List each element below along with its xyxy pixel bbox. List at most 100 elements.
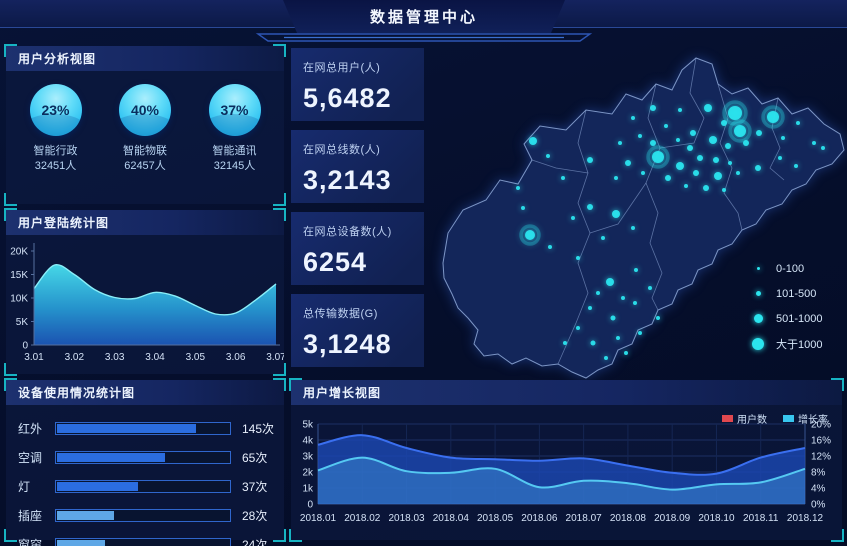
svg-text:0: 0 [307,500,313,511]
map-legend-label: 大于1000 [776,338,823,351]
gauge-label: 智能行政 [33,145,78,157]
growth-rate-series [317,456,806,504]
panel-login-stats: 用户登陆统计图 0 5K 10K 15K 20K 3.01 3.02 3.03 3.04 3.05… [4,208,286,376]
panel-user-analysis: 用户分析视图 23% 智能行政 32451人 40% 智能物联 62457人 [4,44,286,206]
svg-text:2018.10: 2018.10 [698,513,735,524]
stat-value: 3,1248 [303,329,392,359]
device-row: 窗帘 24次 [18,534,276,546]
svg-text:2018.04: 2018.04 [433,513,470,524]
stat-value: 5,6482 [303,83,392,113]
percent-circle: 23% [29,84,82,136]
bubble-size-dot [755,291,761,296]
login-series [33,263,277,345]
device-label: 红外 [18,421,43,436]
device-bar-track [55,450,231,464]
legend-item-users[interactable]: 用户数 [722,411,767,426]
svg-text:2018.12: 2018.12 [787,513,824,524]
panel-title: 用户增长视图 [303,386,382,400]
growth-area-chart: 0 1k 2k 3k 4k 5k 0% 4% 8% 12% 16% 20% 2018.01 2018.02… [300,420,831,525]
svg-text:3k: 3k [302,452,314,463]
legend-label: 用户数 [737,415,767,426]
device-value: 65次 [242,450,268,465]
svg-text:5K: 5K [16,317,29,328]
device-value: 37次 [242,479,268,494]
map-legend-row: 大于1000 [750,331,823,356]
header-deco-lines [255,33,593,42]
gauge-label: 智能通讯 [212,145,257,157]
svg-text:4%: 4% [811,484,826,495]
svg-text:2018.06: 2018.06 [521,513,558,524]
panel-device-header: 设备使用情况统计图 [6,380,284,405]
users-series [317,434,806,504]
page-title-block: 数据管理中心 [283,0,565,33]
stat-card-total-devices: 在网总设备数(人) 6254 [291,212,424,285]
gauge-count: 62457人 [124,160,166,172]
stat-card-total-data: 总传输数据(G) 3,1248 [291,294,424,367]
device-bar-track [55,508,231,522]
svg-text:3.06: 3.06 [226,352,246,363]
panel-title: 用户分析视图 [18,52,97,66]
svg-text:2018.08: 2018.08 [610,513,647,524]
svg-text:12%: 12% [811,452,831,463]
map-legend-label: 0-100 [776,262,805,275]
panel-user-growth: 用户增长视图 用户数 增长率 0 1k 2k 3k 4k 5k 0% 4% 8% 12% 16% 20… [289,378,844,542]
svg-text:2018.02: 2018.02 [344,513,381,524]
map-legend-row: 101-500 [750,281,823,306]
stat-card-total-users: 在网总用户(人) 5,6482 [291,48,424,121]
svg-text:15K: 15K [10,270,28,281]
map-legend: 0-100 101-500 501-1000 大于1000 [750,256,823,356]
svg-text:3.01: 3.01 [24,352,44,363]
device-row: 空调 65次 [18,447,276,467]
percent-value: 37% [220,102,249,118]
svg-text:3.02: 3.02 [65,352,85,363]
gauge-item: 23% 智能行政 32451人 [16,84,96,174]
panel-user-analysis-header: 用户分析视图 [6,46,284,71]
device-row: 插座 28次 [18,505,276,525]
users-swatch [722,415,733,422]
svg-text:0%: 0% [811,500,826,511]
gauge-item: 40% 智能物联 62457人 [105,84,185,174]
svg-text:10K: 10K [10,294,28,305]
panel-login-header: 用户登陆统计图 [6,210,284,235]
device-label: 窗帘 [18,537,43,546]
gauge-count: 32451人 [34,160,77,172]
bubble-size-dot [756,267,760,270]
gauge-row: 23% 智能行政 32451人 40% 智能物联 62457人 37% [6,71,284,174]
stat-label: 在网总线数(人) [303,144,381,156]
svg-text:20K: 20K [10,247,28,258]
device-label: 灯 [18,479,31,494]
bubble-size-dot [752,337,764,350]
legend-item-growth-rate[interactable]: 增长率 [783,411,828,426]
device-bar-fill [57,510,114,520]
svg-text:4k: 4k [302,436,314,447]
stat-value: 3,2143 [303,165,392,195]
svg-text:16%: 16% [811,436,831,447]
svg-text:3.03: 3.03 [105,352,125,363]
device-bar-track [55,421,231,435]
page-title: 数据管理中心 [369,9,478,26]
region-bubble-map [442,57,845,379]
gauge-label: 智能物联 [123,145,167,157]
device-bar-fill [57,423,197,433]
growth-axes: 0 1k 2k 3k 4k 5k 0% 4% 8% 12% 16% 20% 2018.01 2018.02… [300,420,831,525]
gauge-count: 32145人 [213,160,256,172]
device-bar-track [55,479,231,493]
map-legend-label: 101-500 [776,287,817,300]
device-value: 28次 [242,508,268,523]
login-area-chart: 0 5K 10K 15K 20K 3.01 3.02 3.03 3.04 3.05 3.06 3.07 [10,243,284,363]
svg-text:2018.05: 2018.05 [477,513,514,524]
panel-device-usage: 设备使用情况统计图 红外 145次 空调 65次灯 37次 插座 28次 窗帘 24次 [4,378,286,546]
device-label: 空调 [18,450,43,465]
panel-title: 用户登陆统计图 [18,216,110,230]
svg-text:3.07: 3.07 [266,352,284,363]
login-axes: 0 5K 10K 15K 20K 3.01 3.02 3.03 3.04 3.05 3.06 3.07 [10,243,284,363]
growth-rate-swatch [783,415,794,422]
svg-text:3.05: 3.05 [186,352,206,363]
svg-text:1k: 1k [302,484,314,495]
panel-title: 设备使用情况统计图 [18,386,136,400]
map-bubbles [516,100,825,360]
legend-label: 增长率 [798,415,828,426]
percent-value: 40% [130,102,160,118]
svg-text:2018.01: 2018.01 [300,513,337,524]
percent-circle: 40% [119,84,171,136]
